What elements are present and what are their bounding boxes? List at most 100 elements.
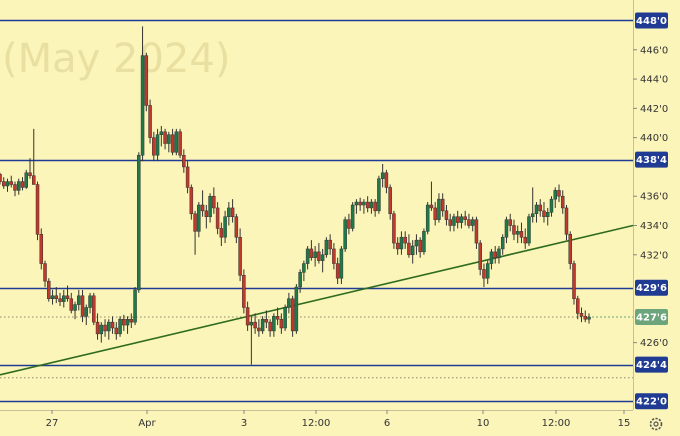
candle-body (125, 318, 130, 326)
candle (362, 199, 366, 214)
candle (455, 210, 460, 229)
candle-body (395, 242, 400, 250)
candle-body (290, 298, 295, 332)
candle-body (534, 204, 539, 215)
candle (317, 243, 321, 264)
candle (298, 269, 302, 293)
level-badge-label: 422'0 (636, 397, 667, 408)
candle-body (193, 213, 197, 232)
y-tick-label: 434'0 (640, 221, 668, 232)
candle (208, 193, 212, 223)
candle (309, 240, 314, 261)
candle (579, 307, 584, 323)
candle-body (182, 154, 186, 168)
level-badge-label: 429'6 (636, 283, 667, 294)
candle (523, 228, 527, 249)
candle-body (152, 137, 156, 156)
candle-body (553, 190, 557, 200)
dotted-levels (0, 316, 633, 379)
trendline (0, 224, 634, 376)
candle (92, 292, 96, 326)
candle-body (69, 298, 74, 311)
candle-body (332, 248, 336, 264)
level-badge-bg (635, 393, 668, 410)
level-badge-bg (635, 151, 668, 168)
candle (174, 128, 179, 156)
candle-body (512, 225, 516, 235)
candle-body (410, 245, 415, 256)
candle (2, 177, 6, 189)
candle-body (500, 236, 505, 250)
candle (137, 152, 141, 293)
candle-body (542, 210, 546, 217)
candle-body (197, 204, 201, 232)
candle-body (452, 216, 456, 226)
x-tick-label: 27 (46, 418, 59, 429)
candle-body (43, 263, 47, 282)
candle-body (245, 307, 250, 326)
candle-body (388, 187, 392, 215)
candle (43, 260, 47, 287)
settings-gear-icon[interactable] (649, 417, 663, 431)
candle (407, 234, 411, 258)
candle-body (339, 248, 344, 279)
candle-body (204, 210, 209, 217)
candle-body (583, 316, 587, 320)
candle (459, 213, 464, 229)
candle (373, 199, 377, 217)
candle (429, 181, 434, 211)
candle-body (347, 219, 351, 229)
candle-body (118, 318, 122, 335)
candle-body (448, 219, 452, 226)
level-badge-bg (635, 279, 668, 296)
y-tick-label: 432'0 (640, 250, 668, 261)
candle (47, 278, 51, 302)
candle (575, 295, 580, 320)
candle-body (260, 318, 265, 332)
candle (290, 295, 295, 337)
candle (549, 196, 554, 217)
candle-body (88, 295, 92, 308)
candle (279, 313, 284, 334)
candle-body (103, 324, 107, 332)
candle-body (77, 295, 81, 305)
x-tick-label: 15 (618, 418, 631, 429)
candle-body (275, 316, 280, 320)
horizontal-levels (0, 19, 633, 403)
candle (54, 287, 59, 304)
level-badge-label: 448'0 (636, 16, 667, 27)
candle-body (144, 55, 149, 106)
trendline-layer (0, 224, 634, 376)
candle (275, 307, 280, 326)
candle-body (212, 195, 216, 209)
candle-body (474, 219, 479, 244)
candle (515, 225, 520, 244)
candle-body (264, 318, 269, 323)
candle-body (354, 201, 359, 206)
candle-body (504, 219, 509, 238)
candle-body (407, 242, 411, 256)
candle-body (279, 318, 284, 329)
x-tick-label: Apr (138, 418, 156, 429)
candle-body (587, 316, 591, 320)
candle-body (0, 174, 2, 182)
candle (294, 284, 299, 334)
candle (148, 99, 152, 144)
candle (557, 184, 561, 203)
candle-body (403, 236, 407, 244)
y-tick-label: 440'0 (640, 133, 668, 144)
candle-body (335, 263, 340, 279)
x-axis-ticks: 27 Apr 3 12:00 6 10 12:00 15 (46, 410, 631, 429)
candle (58, 292, 62, 307)
candle (88, 292, 92, 314)
y-tick-label: 446'0 (640, 45, 668, 56)
candle-body (343, 219, 347, 250)
candle (50, 289, 55, 305)
candle (242, 269, 246, 314)
candle-body (444, 210, 449, 220)
level-badge-4: 422'0 (635, 393, 668, 410)
candle-body (185, 166, 190, 188)
candle-body (95, 321, 100, 335)
candle-body (110, 321, 115, 329)
